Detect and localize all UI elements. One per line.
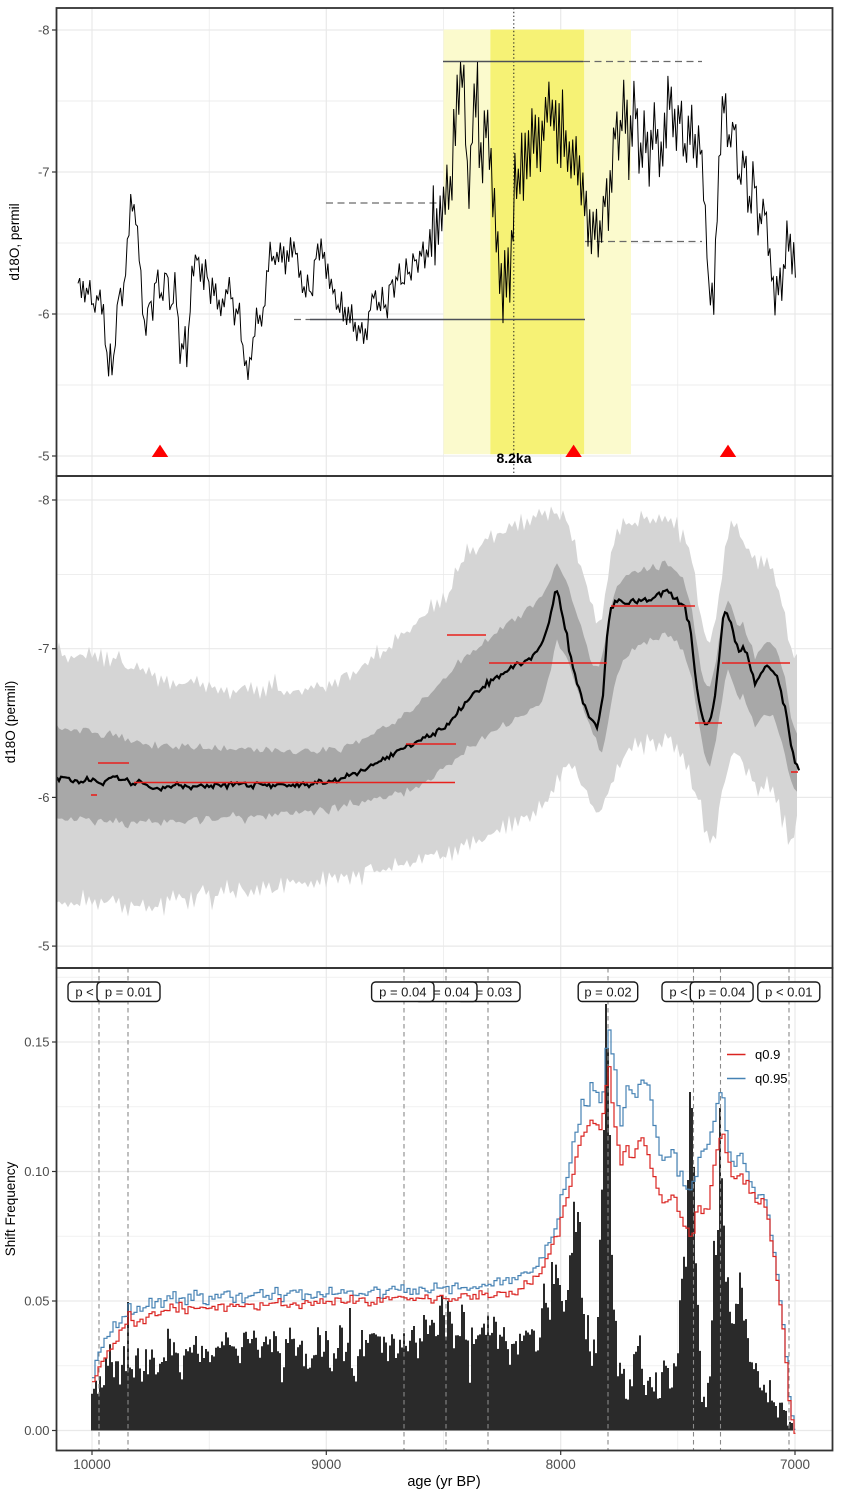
svg-text:-6: -6 — [38, 790, 50, 805]
svg-text:-7: -7 — [38, 165, 50, 180]
svg-text:age (yr BP): age (yr BP) — [407, 1474, 480, 1490]
svg-text:10000: 10000 — [73, 1457, 111, 1472]
svg-text:p = 0.04: p = 0.04 — [698, 985, 745, 1000]
svg-text:p = 0.04: p = 0.04 — [379, 985, 426, 1000]
svg-text:-6: -6 — [38, 307, 50, 322]
svg-text:7000: 7000 — [780, 1457, 810, 1472]
svg-text:0.05: 0.05 — [24, 1294, 49, 1309]
svg-text:0.10: 0.10 — [24, 1164, 49, 1179]
svg-text:8.2ka: 8.2ka — [496, 450, 531, 466]
svg-text:q0.95: q0.95 — [755, 1071, 788, 1086]
svg-text:q0.9: q0.9 — [755, 1047, 780, 1062]
svg-text:-5: -5 — [38, 449, 50, 464]
svg-text:-5: -5 — [38, 939, 50, 954]
svg-text:Shift Frequency: Shift Frequency — [3, 1161, 18, 1256]
svg-text:d18O, permil: d18O, permil — [7, 203, 22, 280]
svg-text:0.00: 0.00 — [24, 1423, 49, 1438]
svg-text:8000: 8000 — [546, 1457, 576, 1472]
svg-text:9000: 9000 — [311, 1457, 341, 1472]
svg-text:p < 0.01: p < 0.01 — [765, 985, 812, 1000]
svg-text:-7: -7 — [38, 641, 50, 656]
svg-text:-8: -8 — [38, 493, 50, 508]
svg-text:-8: -8 — [38, 23, 50, 38]
svg-text:p = 0.02: p = 0.02 — [584, 985, 631, 1000]
svg-text:0.15: 0.15 — [24, 1035, 49, 1050]
svg-text:d18O (permil): d18O (permil) — [3, 681, 18, 764]
svg-text:p = 0.01: p = 0.01 — [105, 985, 152, 1000]
